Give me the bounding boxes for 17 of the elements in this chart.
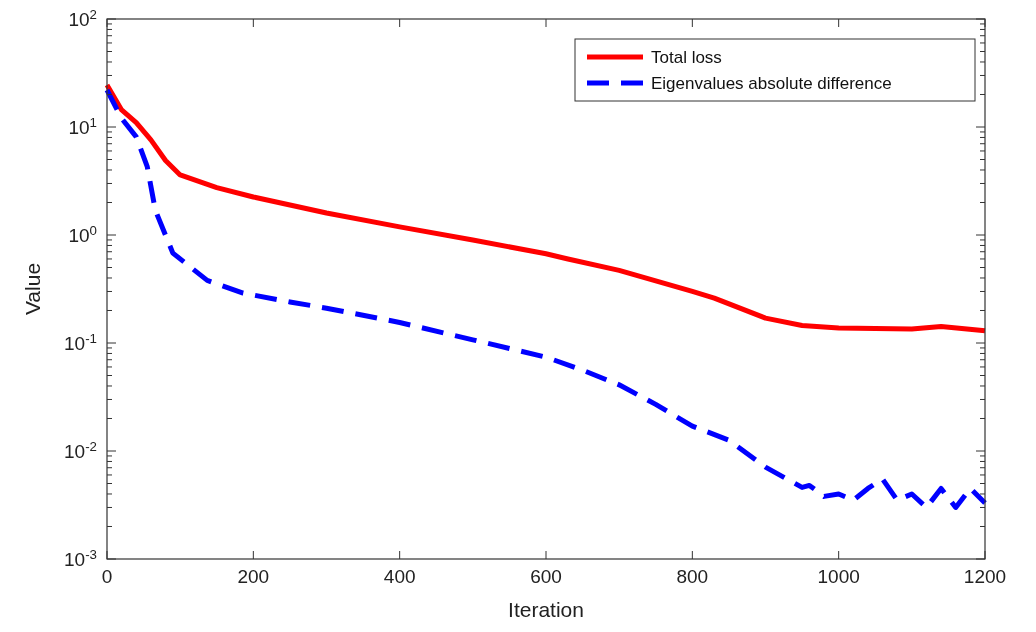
legend-label: Eigenvalues absolute difference — [651, 74, 892, 93]
x-tick-label: 400 — [383, 566, 416, 587]
y-tick-label: 10$^{-3}$ — [64, 546, 97, 570]
x-tick-label: 1000 — [817, 566, 860, 587]
x-axis-title: Iteration — [508, 598, 584, 621]
y-tick-label: 10$^{-2}$ — [64, 438, 97, 462]
y-tick-label: 10$^{1}$ — [68, 114, 97, 138]
x-tick-label: 0 — [101, 566, 113, 587]
x-tick-label: 1200 — [963, 566, 1007, 587]
y-tick-label: 10$^{2}$ — [68, 6, 97, 30]
y-axis-title: Value — [21, 262, 44, 316]
x-tick-label: 200 — [237, 566, 270, 587]
y-tick-label: 10$^{0}$ — [68, 222, 97, 246]
x-tick-label: 600 — [530, 566, 562, 587]
x-tick-label: 800 — [676, 566, 709, 587]
legend-label: Total loss — [651, 48, 722, 67]
y-tick-label: 10$^{-1}$ — [64, 330, 97, 354]
